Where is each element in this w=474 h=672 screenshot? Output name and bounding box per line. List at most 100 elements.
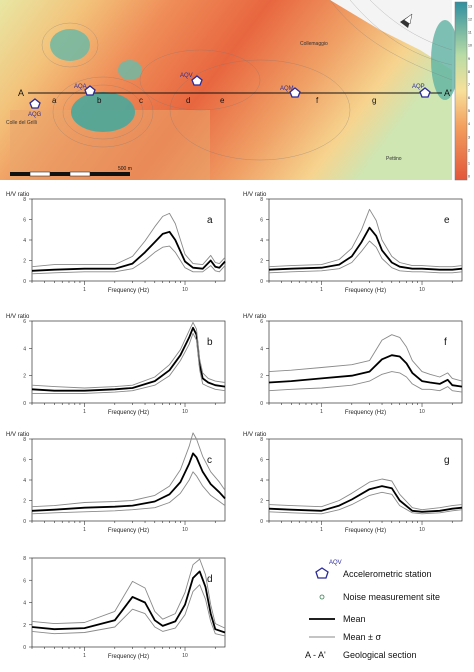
station-label: AQP <box>412 84 425 90</box>
station-label: AQM <box>280 86 294 92</box>
panel-a: 0 2 4 6 8 1 10 H/V ratio Frequency (Hz) a <box>6 192 226 294</box>
y-tick-label: 2 <box>260 499 263 505</box>
mean-curve <box>31 230 226 272</box>
panel-letter: d <box>207 574 213 585</box>
legend-sigma: Mean ± σ <box>309 632 381 642</box>
x-tick-label: 1 <box>320 287 323 293</box>
colorbar-tick-label: 0 <box>468 175 470 179</box>
noise-site-icon <box>319 594 325 600</box>
x-tick-label: 1 <box>320 527 323 533</box>
north-arrow-icon <box>400 13 413 28</box>
y-tick-label: 6 <box>23 458 26 464</box>
y-tick-label: 6 <box>23 319 26 325</box>
place-pettino: Pettino <box>386 156 402 162</box>
x-axis-label: Frequency (Hz) <box>345 288 386 294</box>
site-map: A A' a b c d e f g AQG AQA AQV AQM AQP C… <box>0 0 472 181</box>
mean-minus-sigma-curve <box>268 371 463 393</box>
colorbar-tick-label: 13 <box>468 5 472 9</box>
segment-d: d <box>186 96 190 105</box>
mean-plus-sigma-curve <box>31 432 226 508</box>
colorbar-tick-label: 6 <box>468 96 470 100</box>
station-AQV[interactable]: AQV <box>180 73 203 86</box>
panel-letter: f <box>444 337 447 348</box>
mean-curve <box>268 226 463 271</box>
mean-curve <box>31 452 226 512</box>
x-axis-label: Frequency (Hz) <box>108 410 149 416</box>
place-colle-grilli: Colle del Grilli <box>6 120 37 126</box>
panel-letter: b <box>207 337 213 348</box>
scale-bar: 500 m <box>10 166 132 177</box>
station-label: AQG <box>28 112 42 118</box>
section-segment-labels: a b c d e f g <box>52 96 376 105</box>
panel-e: 0 2 4 6 8 1 10 H/V ratio Frequency (Hz) e <box>243 192 463 294</box>
x-axis-label: Frequency (Hz) <box>345 410 386 416</box>
legend: AQV Accelerometric station Noise measure… <box>305 560 440 660</box>
pentagon-icon <box>419 87 431 98</box>
y-tick-label: 2 <box>23 374 26 380</box>
colorbar-tick-label: 5 <box>468 109 470 113</box>
x-tick-label: 10 <box>182 287 188 293</box>
hv-low-zone-3 <box>118 60 142 80</box>
colorbar-tick-label: 10 <box>468 44 472 48</box>
colorbar-tick-label: 11 <box>468 31 472 35</box>
x-tick-label: 10 <box>419 409 425 415</box>
x-tick-label: 1 <box>83 409 86 415</box>
y-tick-label: 0 <box>23 519 26 525</box>
mean-plus-sigma-curve <box>268 478 463 511</box>
mean-minus-sigma-curve <box>31 471 226 515</box>
y-axis-label: H/V ratio <box>243 192 267 198</box>
colorbar-tick-label: 4 <box>468 122 470 126</box>
legend-section-label: Geological section <box>343 650 417 660</box>
legend-noise: Noise measurement site <box>319 592 440 602</box>
legend-noise-label: Noise measurement site <box>343 592 440 602</box>
legend-section: A - A' Geological section <box>305 650 417 660</box>
pentagon-icon <box>29 98 41 109</box>
y-tick-label: 6 <box>260 458 263 464</box>
y-tick-label: 0 <box>23 401 26 407</box>
y-tick-label: 8 <box>260 197 263 203</box>
section-end-label: A' <box>444 88 452 98</box>
station-AQM[interactable]: AQM <box>280 86 301 98</box>
hv-low-zone-2 <box>50 29 90 61</box>
legend-mean-label: Mean <box>343 614 366 624</box>
x-tick-label: 1 <box>320 409 323 415</box>
mean-minus-sigma-curve <box>31 584 226 637</box>
y-tick-label: 4 <box>260 238 263 244</box>
colorbar-tick-label: 1 <box>468 161 470 165</box>
colorbar-tick-label: 7 <box>468 83 470 87</box>
y-tick-label: 4 <box>260 346 263 352</box>
y-tick-label: 0 <box>260 279 263 285</box>
pentagon-icon <box>289 87 301 98</box>
y-tick-label: 2 <box>23 259 26 265</box>
mean-plus-sigma-curve <box>31 212 226 268</box>
mean-minus-sigma-curve <box>268 240 463 274</box>
station-AQA[interactable]: AQA <box>74 84 96 96</box>
mean-curve <box>268 485 463 513</box>
colorbar-tick-label: 12 <box>468 18 472 22</box>
y-tick-label: 8 <box>23 556 26 562</box>
station-AQG[interactable]: AQG <box>28 98 42 118</box>
y-tick-label: 6 <box>260 218 263 224</box>
x-axis-label: Frequency (Hz) <box>108 288 149 294</box>
colorbar-tick-label: 3 <box>468 135 470 139</box>
y-tick-label: 8 <box>23 197 26 203</box>
panel-letter: a <box>207 215 213 226</box>
panel-g: 0 2 4 6 8 1 10 H/V ratio Frequency (Hz) g <box>243 432 463 534</box>
hv-low-zone-1 <box>71 92 135 132</box>
y-tick-label: 8 <box>23 437 26 443</box>
pentagon-icon <box>315 567 329 579</box>
x-axis-label: Frequency (Hz) <box>108 654 149 660</box>
pentagon-icon <box>84 85 96 96</box>
station-AQP[interactable]: AQP <box>412 84 431 98</box>
y-tick-label: 4 <box>23 601 26 607</box>
x-tick-label: 1 <box>83 653 86 659</box>
colorbar-tick-label: 8 <box>468 70 470 74</box>
y-tick-label: 6 <box>260 319 263 325</box>
panel-b: 0 2 4 6 1 10 H/V ratio Frequency (Hz) b <box>6 314 226 416</box>
y-axis-label: H/V ratio <box>243 432 267 438</box>
panel-letter: e <box>444 215 450 226</box>
segment-e: e <box>220 96 225 105</box>
y-axis-label: H/V ratio <box>6 314 30 320</box>
y-tick-label: 8 <box>260 437 263 443</box>
station-label: AQV <box>180 73 193 79</box>
